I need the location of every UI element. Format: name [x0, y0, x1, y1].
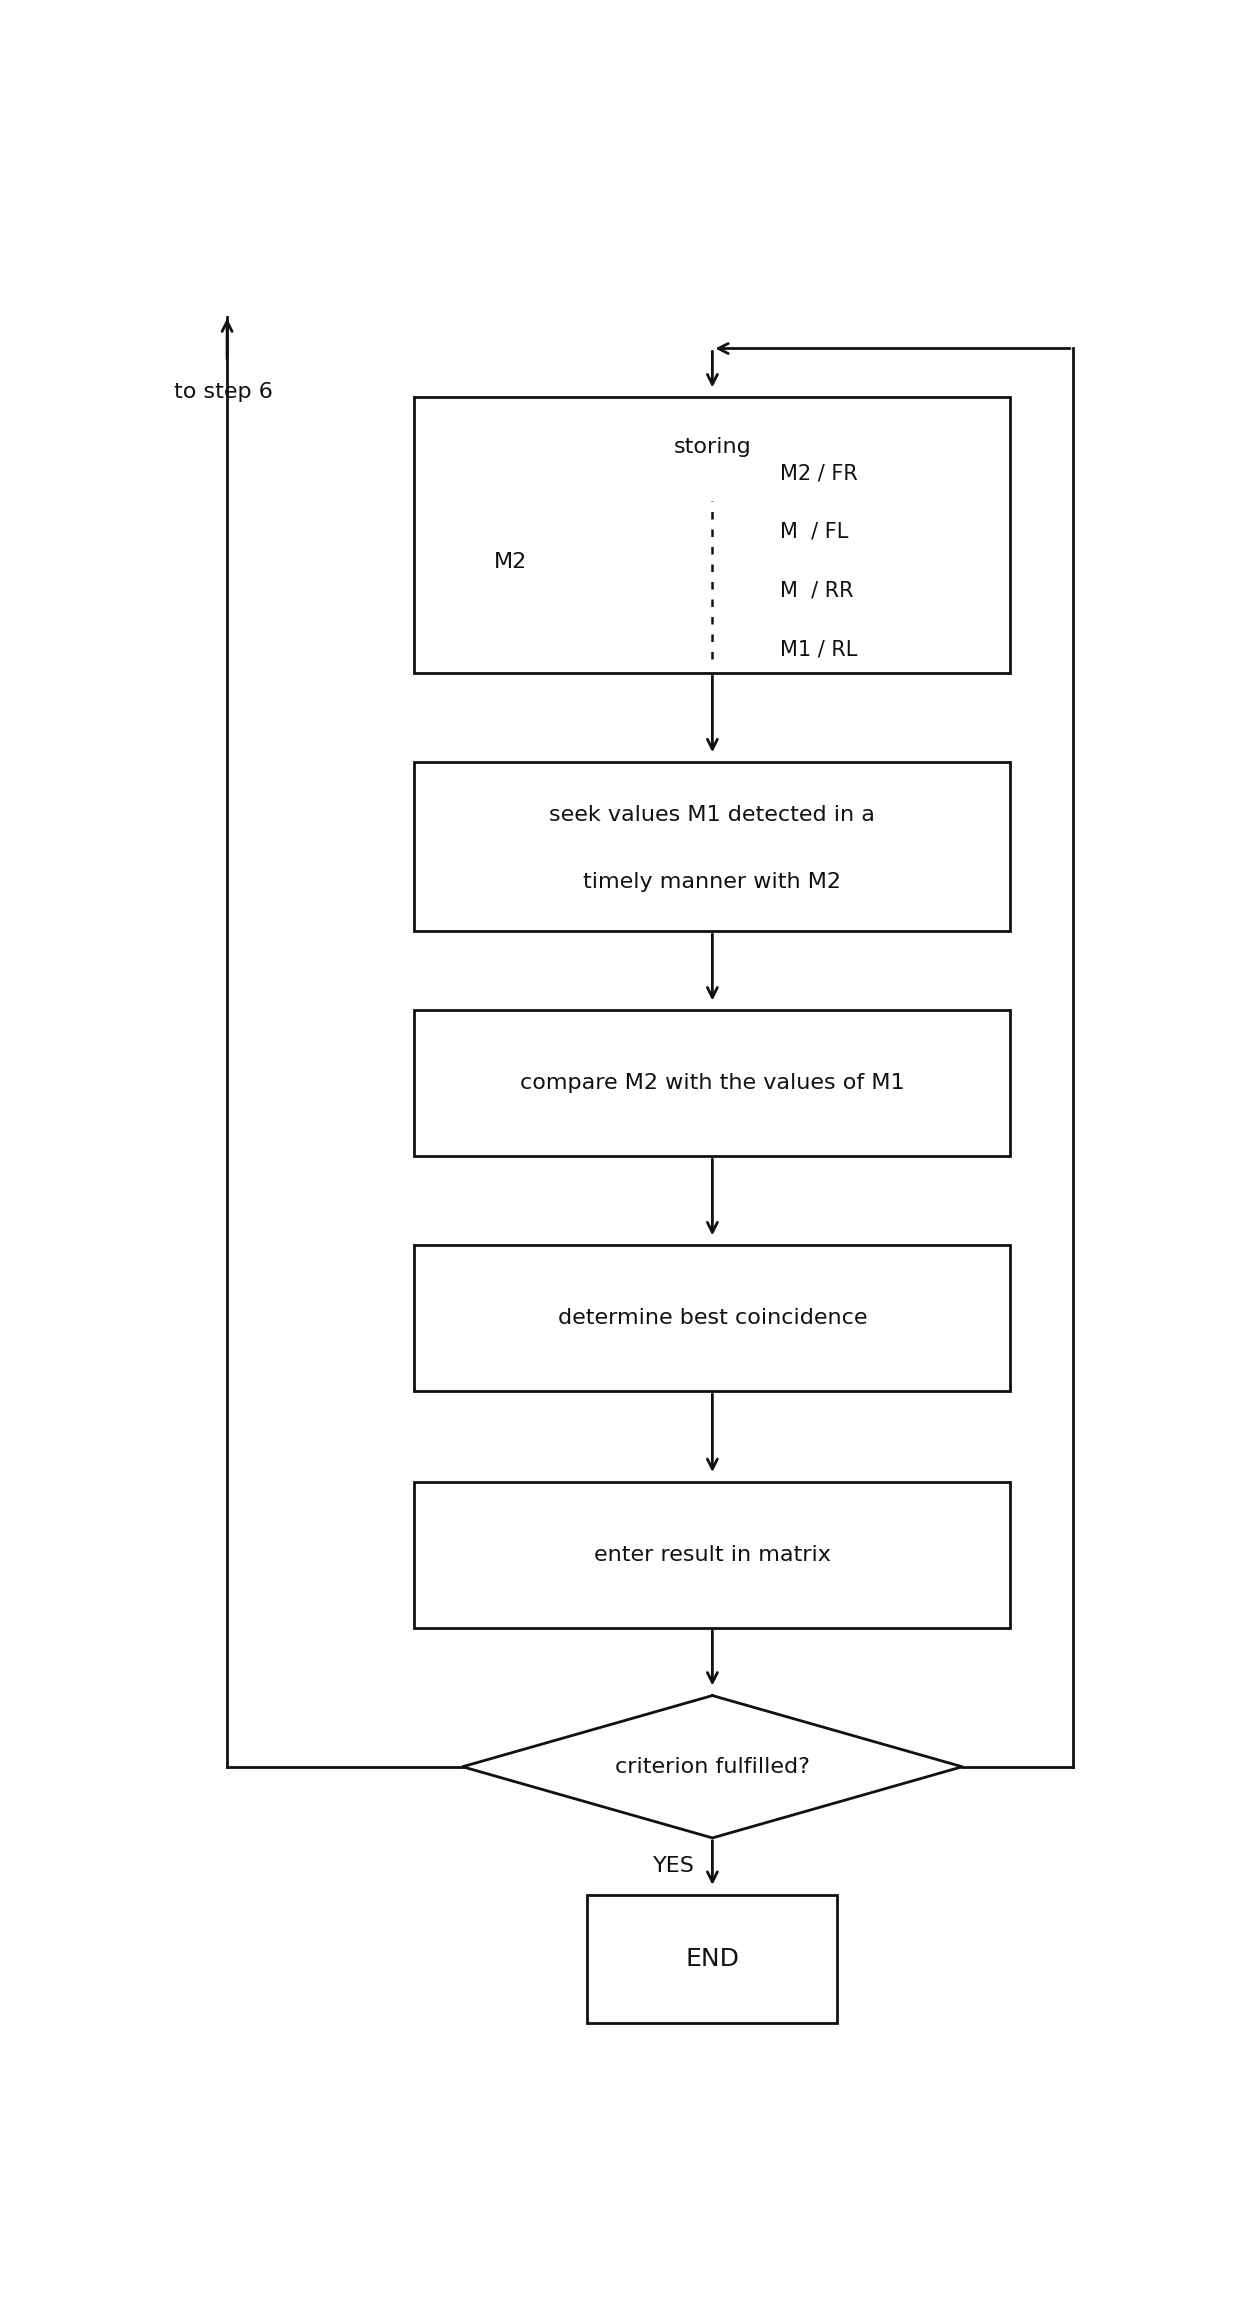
Bar	[414, 1010, 1011, 1156]
Text: seek values M1 detected in a: seek values M1 detected in a	[549, 804, 875, 825]
Text: M2: M2	[494, 552, 527, 573]
Text: criterion fulfilled?: criterion fulfilled?	[615, 1756, 810, 1777]
Text: M2 / FR: M2 / FR	[780, 462, 857, 483]
Text: M  / FL: M / FL	[780, 522, 848, 541]
Text: compare M2 with the values of M1: compare M2 with the values of M1	[520, 1072, 905, 1093]
Bar	[414, 763, 1011, 931]
Text: M  / RR: M / RR	[780, 580, 853, 601]
Bar	[414, 1246, 1011, 1391]
Text: determine best coincidence: determine best coincidence	[558, 1308, 867, 1329]
Text: storing: storing	[673, 437, 751, 458]
Bar	[414, 397, 1011, 673]
Text: YES: YES	[653, 1856, 694, 1877]
Text: END: END	[686, 1946, 739, 1971]
Text: to step 6: to step 6	[174, 381, 273, 402]
Text: M1 / RL: M1 / RL	[780, 640, 857, 659]
Text: enter result in matrix: enter result in matrix	[594, 1546, 831, 1565]
Bar	[414, 1481, 1011, 1627]
Text: timely manner with M2: timely manner with M2	[583, 871, 842, 892]
Bar	[588, 1895, 837, 2022]
